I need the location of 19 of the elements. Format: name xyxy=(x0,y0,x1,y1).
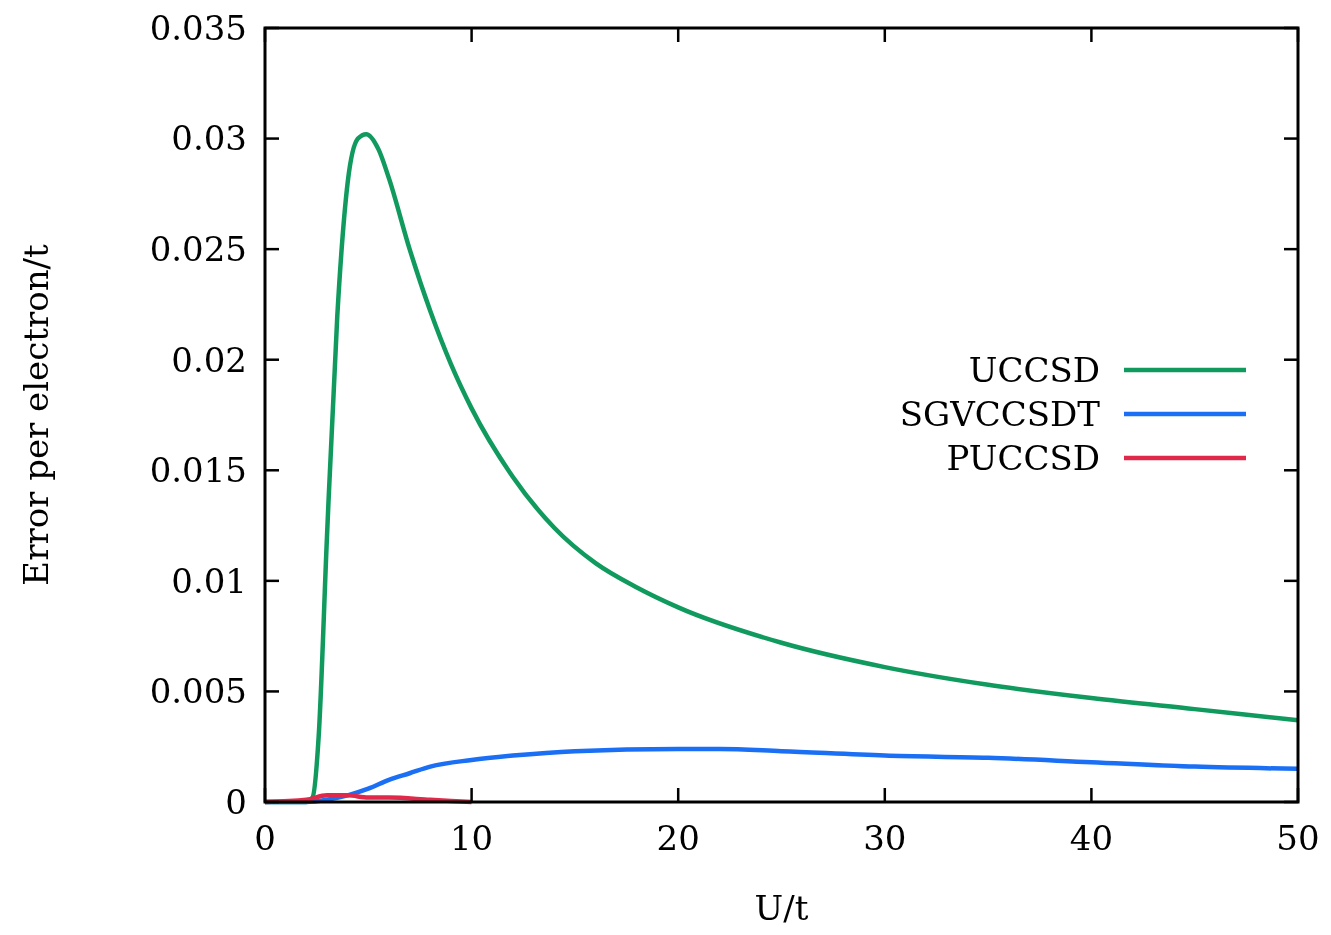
y-tick-label: 0.005 xyxy=(149,671,247,712)
legend-label: UCCSD xyxy=(968,349,1100,390)
y-tick-label: 0.025 xyxy=(149,229,247,270)
x-tick-label: 10 xyxy=(449,818,494,858)
y-tick-label: 0.03 xyxy=(171,118,247,159)
y-axis-title: Error per electron/t xyxy=(16,243,56,586)
x-tick-label: 30 xyxy=(863,818,907,858)
x-tick-label: 50 xyxy=(1276,818,1320,858)
x-tick-label: 0 xyxy=(254,818,276,858)
y-tick-label: 0.015 xyxy=(149,450,247,491)
y-tick-label: 0.035 xyxy=(149,7,247,48)
y-tick-label: 0.01 xyxy=(171,560,247,601)
x-tick-label: 20 xyxy=(656,818,700,858)
x-tick-label: 40 xyxy=(1069,818,1114,858)
y-tick-label: 0.02 xyxy=(171,339,247,380)
x-axis-title: U/t xyxy=(754,888,809,928)
legend-label: PUCCSD xyxy=(946,437,1100,478)
y-tick-label: 0 xyxy=(225,781,247,822)
legend-label: SGVCCSDT xyxy=(899,393,1101,434)
